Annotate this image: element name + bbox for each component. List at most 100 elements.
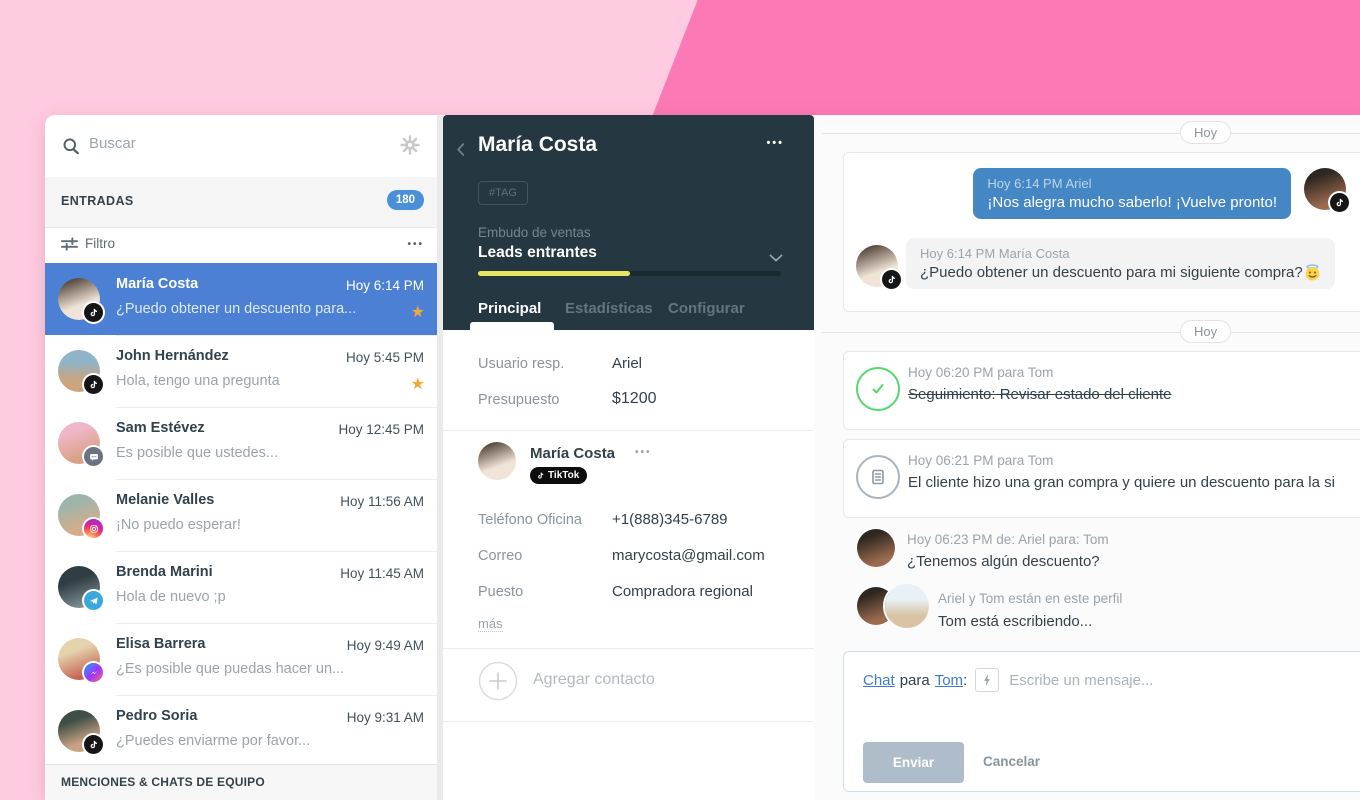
tab-configurar[interactable]: Configurar — [668, 300, 745, 317]
outgoing-message-bubble[interactable]: Hoy 6:14 PM Ariel ¡Nos alegra mucho sabe… — [973, 168, 1291, 219]
star-icon[interactable]: ★ — [410, 376, 425, 393]
settings-gear-icon[interactable] — [400, 135, 420, 155]
filter-row[interactable]: Filtro ••• — [45, 227, 437, 264]
chat-name: Brenda Marini — [116, 564, 213, 580]
avatar — [1304, 168, 1349, 212]
message-composer[interactable]: Chat para Tom : Escribe un mensaje... En… — [843, 651, 1360, 792]
chat-list-item[interactable]: Sam Estévez Hoy 12:45 PM Es posible que … — [45, 407, 437, 479]
messenger-badge-icon — [84, 663, 103, 682]
chat-time: Hoy 12:45 PM — [338, 422, 424, 437]
filter-label[interactable]: Filtro — [85, 236, 115, 251]
search-bar[interactable]: Buscar — [45, 115, 437, 178]
chat-list-item[interactable]: John Hernández Hoy 5:45 PM Hola, tengo u… — [45, 335, 437, 407]
inbox-section-header: ENTRADAS 180 — [45, 177, 437, 228]
add-contact-plus-icon[interactable] — [478, 661, 518, 701]
budget-value[interactable]: $1200 — [612, 390, 657, 407]
task-meta: Hoy 06:20 PM para Tom — [908, 365, 1054, 380]
tiktok-badge-icon — [882, 270, 901, 289]
tiktok-badge-icon — [84, 375, 103, 394]
avatar — [885, 584, 929, 628]
contact-name[interactable]: María Costa — [530, 445, 616, 462]
pipeline-label: Embudo de ventas — [478, 225, 591, 240]
tiktok-badge-icon — [84, 303, 103, 322]
stage-progress-bar — [478, 271, 781, 276]
budget-label: Presupuesto — [478, 392, 560, 408]
note-card[interactable]: Hoy 06:21 PM para Tom El cliente hizo un… — [843, 439, 1360, 518]
chat-name: Melanie Valles — [116, 492, 215, 508]
avatar — [58, 278, 103, 322]
back-chevron-icon[interactable] — [456, 142, 465, 162]
chat-time: Hoy 11:56 AM — [340, 494, 424, 509]
avatar — [58, 710, 103, 754]
chat-name: John Hernández — [116, 348, 229, 364]
tab-principal[interactable]: Principal — [478, 300, 542, 317]
recipient-selector-link[interactable]: Tom — [934, 671, 964, 689]
chat-message-preview: ¿Puedes enviarme por favor... — [116, 733, 311, 749]
responsible-user-label: Usuario resp. — [478, 356, 565, 372]
incoming-message-bubble[interactable]: Hoy 6:14 PM María Costa ¿Puedo obtener u… — [906, 238, 1335, 289]
star-icon[interactable]: ★ — [410, 304, 425, 321]
search-icon — [62, 137, 81, 161]
mentions-team-chats-label: MENCIONES & CHATS DE EQUIPO — [61, 775, 265, 789]
chat-list-item[interactable]: Pedro Soria Hoy 9:31 AM ¿Puedes enviarme… — [45, 695, 437, 767]
colon-text: : — [963, 671, 968, 689]
more-link[interactable]: más — [478, 616, 503, 632]
message-meta: Hoy 6:14 PM María Costa — [920, 246, 1070, 261]
connector-text: para — [899, 671, 930, 689]
chat-message-preview: ¿Puedo obtener un descuento para... — [116, 301, 357, 317]
email-label: Correo — [478, 548, 523, 564]
tab-estadisticas[interactable]: Estadísticas — [565, 300, 653, 317]
chat-name: María Costa — [116, 276, 199, 292]
instagram-badge-icon — [84, 519, 103, 538]
tiktok-badge-icon — [84, 735, 103, 754]
message-group-card: Hoy 6:14 PM Ariel ¡Nos alegra mucho sabe… — [843, 152, 1360, 312]
avatar — [58, 494, 103, 538]
send-button[interactable]: Enviar — [863, 742, 964, 783]
chat-message-preview: Hola, tengo una pregunta — [116, 373, 280, 389]
lead-menu-dots[interactable]: ••• — [766, 137, 784, 149]
avatar — [58, 566, 103, 610]
lead-body: Usuario resp. Ariel Presupuesto $1200 Ma… — [443, 330, 814, 800]
mentions-team-chats-section[interactable]: MENCIONES & CHATS DE EQUIPO — [45, 764, 437, 800]
phone-value[interactable]: +1(888)345-6789 — [612, 511, 728, 528]
chat-list-item[interactable]: Elisa Barrera Hoy 9:49 AM ¿Es posible qu… — [45, 623, 437, 695]
message-text: ¡Nos alegra mucho saberlo! ¡Vuelve pront… — [987, 194, 1277, 211]
contact-menu-dots[interactable]: ••• — [635, 447, 652, 458]
day-divider: Hoy — [1180, 121, 1232, 144]
pipeline-stage-select[interactable]: Leads entrantes — [478, 244, 597, 261]
role-value[interactable]: Compradora regional — [612, 583, 753, 600]
filter-icon — [61, 237, 78, 256]
channel-selector-link[interactable]: Chat — [863, 671, 895, 689]
add-contact-label[interactable]: Agregar contacto — [533, 671, 655, 688]
role-label: Puesto — [478, 584, 524, 600]
tiktok-channel-pill: TikTok — [530, 467, 588, 484]
chat-list-item[interactable]: Melanie Valles Hoy 11:56 AM ¡No puedo es… — [45, 479, 437, 551]
chat-name: Pedro Soria — [116, 708, 198, 724]
email-value[interactable]: marycosta@gmail.com — [612, 547, 765, 564]
inbox-count-badge: 180 — [386, 190, 424, 210]
chat-list-item[interactable]: María Costa Hoy 6:14 PM ¿Puedo obtener u… — [45, 263, 437, 335]
cancel-button[interactable]: Cancelar — [983, 754, 1041, 769]
task-completed-check-icon[interactable] — [856, 367, 900, 411]
halo-smile-emoji — [1305, 264, 1320, 281]
chevron-down-icon[interactable] — [769, 249, 783, 267]
responsible-user-value[interactable]: Ariel — [612, 355, 643, 372]
filter-menu-dots[interactable]: ••• — [407, 239, 424, 250]
note-document-icon — [856, 455, 900, 499]
tiktok-badge-icon — [1330, 193, 1349, 212]
chat-list-item[interactable]: Brenda Marini Hoy 11:45 AM Hola de nuevo… — [45, 551, 437, 623]
chat-message-preview: Hola de nuevo ;p — [116, 589, 226, 605]
quick-replies-bolt-icon[interactable] — [975, 668, 1000, 692]
contact-avatar — [478, 442, 516, 480]
internal-message-meta: Hoy 06:23 PM de: Ariel para: Tom — [907, 532, 1109, 547]
presence-meta: Ariel y Tom están en este perfil — [938, 591, 1123, 606]
tag-button[interactable]: #TAG — [478, 181, 528, 205]
inbox-label: ENTRADAS — [61, 194, 134, 208]
search-input[interactable]: Buscar — [89, 135, 136, 152]
message-input[interactable]: Escribe un mensaje... — [1009, 671, 1154, 689]
avatar — [58, 422, 103, 466]
task-card-completed[interactable]: Hoy 06:20 PM para Tom Seguimiento: Revis… — [843, 351, 1360, 430]
lead-detail-panel: María Costa ••• #TAG Embudo de ventas Le… — [443, 115, 829, 800]
chat-time: Hoy 11:45 AM — [340, 566, 424, 581]
